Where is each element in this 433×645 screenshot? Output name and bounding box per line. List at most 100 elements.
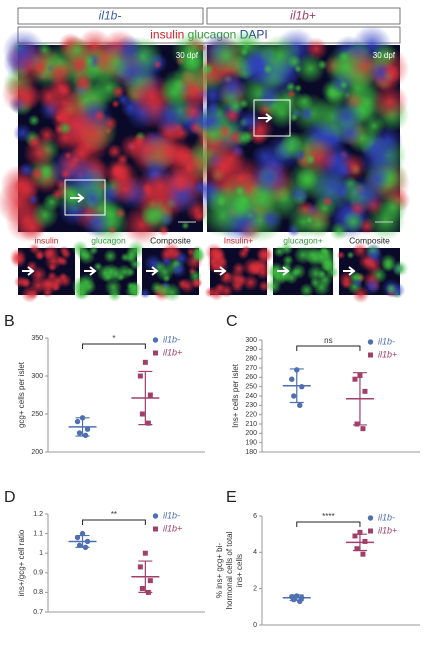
data-point bbox=[291, 393, 297, 399]
cell bbox=[200, 62, 215, 77]
data-point bbox=[139, 411, 145, 417]
cell bbox=[57, 121, 73, 136]
cell bbox=[377, 192, 408, 223]
data-point bbox=[74, 534, 81, 541]
y-tick-label: 230 bbox=[245, 402, 257, 409]
cell bbox=[216, 197, 226, 207]
significance-bracket bbox=[82, 343, 146, 349]
charts: B 200 250 300 350 gcg+ cells per islet il1b-il… bbox=[4, 313, 420, 629]
cell bbox=[177, 278, 189, 290]
data-point bbox=[289, 376, 295, 382]
cell bbox=[207, 247, 227, 266]
data-point bbox=[297, 402, 303, 409]
y-tick-label: 180 bbox=[245, 449, 257, 456]
cell bbox=[77, 273, 95, 292]
cell bbox=[371, 41, 399, 69]
legend-label: il1b+ bbox=[378, 349, 397, 359]
cell bbox=[72, 71, 93, 92]
cell bbox=[335, 160, 353, 179]
micrographs: 30 dpf 30 dpf insulin glucagon Composite Insu… bbox=[0, 25, 411, 304]
cell bbox=[72, 111, 116, 155]
data-point bbox=[352, 376, 358, 382]
cell bbox=[289, 112, 299, 122]
data-point bbox=[142, 550, 148, 556]
cell bbox=[25, 260, 38, 273]
arrow bbox=[258, 113, 273, 123]
legend-marker bbox=[367, 339, 374, 345]
cell bbox=[54, 105, 73, 124]
arrow bbox=[146, 266, 159, 276]
cell bbox=[385, 282, 397, 295]
cell bbox=[214, 282, 226, 294]
group-label: il1b+ bbox=[290, 9, 316, 23]
inset-label: Composite bbox=[349, 235, 390, 245]
cell bbox=[20, 285, 39, 304]
y-tick-label: 4 bbox=[253, 549, 257, 556]
inset-label: Composite bbox=[150, 235, 191, 245]
significance-bracket bbox=[296, 345, 361, 351]
data-point bbox=[357, 529, 363, 535]
data-point bbox=[137, 373, 143, 379]
cell bbox=[295, 92, 314, 111]
arrow bbox=[22, 266, 35, 276]
data-point bbox=[360, 426, 366, 432]
legend-marker bbox=[368, 528, 373, 534]
y-tick-label: 6 bbox=[253, 513, 257, 520]
cell bbox=[103, 249, 118, 264]
cell bbox=[381, 64, 402, 84]
y-axis-label: % ins+ gcg+ bi- bbox=[215, 543, 224, 598]
legend-label: il1b+ bbox=[378, 525, 397, 535]
legend-marker bbox=[152, 513, 159, 519]
cell bbox=[45, 60, 73, 88]
y-tick-label: 1.2 bbox=[33, 511, 43, 518]
legend-marker bbox=[367, 515, 374, 521]
cell bbox=[9, 248, 27, 266]
y-tick-label: 0 bbox=[253, 622, 257, 629]
data-point bbox=[362, 388, 368, 394]
data-point bbox=[79, 530, 86, 537]
cell bbox=[109, 173, 141, 205]
data-point bbox=[354, 546, 360, 552]
data-point bbox=[137, 564, 143, 570]
cell bbox=[352, 278, 363, 288]
cell bbox=[143, 169, 178, 204]
cell bbox=[112, 53, 149, 90]
inset-box bbox=[253, 99, 291, 137]
cell bbox=[255, 246, 272, 263]
cell bbox=[273, 245, 286, 258]
data-point bbox=[360, 551, 366, 557]
data-point bbox=[297, 598, 303, 605]
data-point bbox=[147, 392, 153, 398]
cell bbox=[153, 60, 162, 69]
cell bbox=[13, 123, 32, 143]
y-tick-label: 2 bbox=[253, 586, 257, 593]
data-point bbox=[74, 418, 81, 425]
data-point bbox=[299, 383, 305, 390]
data-point bbox=[294, 593, 300, 599]
cell bbox=[224, 186, 260, 222]
cell bbox=[71, 240, 89, 257]
cell bbox=[256, 84, 282, 110]
cell bbox=[197, 105, 227, 135]
data-point bbox=[76, 542, 83, 549]
cell bbox=[131, 134, 147, 150]
cell bbox=[139, 287, 151, 299]
cell bbox=[293, 83, 303, 93]
legend-marker bbox=[368, 352, 373, 358]
significance-bracket bbox=[296, 521, 361, 527]
y-tick-label: 210 bbox=[245, 421, 257, 428]
cell bbox=[317, 269, 327, 279]
significance-label: **** bbox=[322, 512, 334, 521]
cell bbox=[116, 264, 133, 280]
significance-label: ** bbox=[111, 510, 117, 519]
cell bbox=[379, 253, 397, 271]
y-tick-label: 0.8 bbox=[33, 589, 43, 596]
legend-label: il1b- bbox=[378, 512, 395, 522]
cell bbox=[340, 278, 352, 290]
cell bbox=[107, 287, 122, 302]
cell bbox=[82, 208, 112, 238]
inset-label: insulin bbox=[34, 235, 58, 245]
timepoint: 30 dpf bbox=[176, 51, 199, 60]
y-tick-label: 1.1 bbox=[33, 530, 43, 537]
cell bbox=[294, 167, 319, 192]
